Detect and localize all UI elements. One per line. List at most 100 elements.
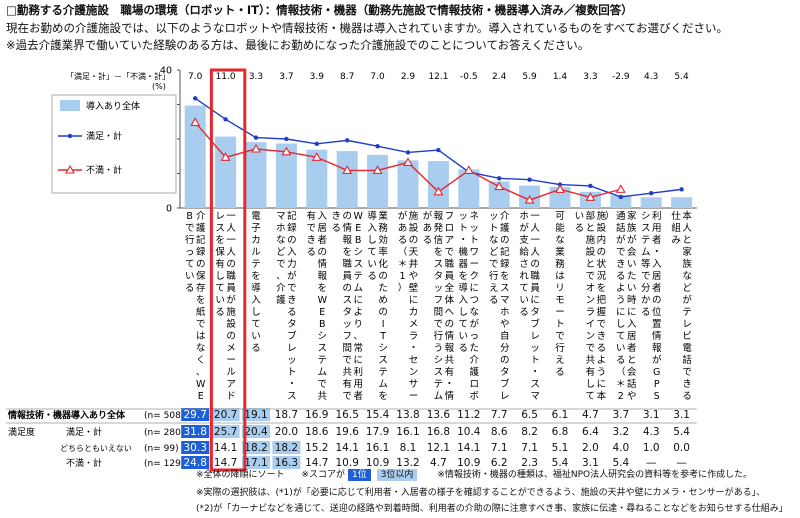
diff-value: 3.3 [583, 72, 597, 82]
diff-value: 8.7 [340, 72, 354, 82]
category-label: 本人と家族などがテレビ電話できる [682, 210, 692, 402]
diff-value: 7.0 [370, 72, 385, 82]
table-row-label: 不満・計 [66, 457, 102, 469]
rank3-cell [211, 408, 240, 421]
table-cell: 16.3 [275, 457, 298, 469]
footnote-choice-1: ※実際の選択肢は、(*1)が「必要に応じて利用者・入居者の様子を確認することがで… [196, 488, 766, 498]
category-label: 業務効率化のための I T システムを [378, 210, 388, 402]
dissatisfied-point [372, 165, 383, 174]
legend-box [51, 94, 177, 194]
table-row-label: 満足・計 [66, 426, 102, 438]
bar [610, 195, 632, 208]
bar [245, 142, 267, 208]
diff-value: 11.0 [216, 72, 236, 82]
category-label: 報発信をスタッフ間で行うシステム [434, 211, 444, 402]
diff-value: 3.9 [310, 72, 325, 82]
table-cell: 19.1 [244, 409, 267, 421]
category-label: がある [423, 210, 433, 246]
category-label: 一人一人の職員にタブレット・スマ [530, 211, 540, 402]
table-cell: 18.6 [305, 426, 329, 438]
category-label: ット・機器を導入している [459, 211, 469, 354]
satisfied-point [284, 136, 289, 142]
table-cell: 14.1 [457, 442, 480, 454]
table-cell: 25.7 [214, 426, 237, 438]
legend-label-bar: 導入あり全体 [86, 100, 140, 112]
rank3-cell [272, 441, 301, 454]
category-label: 記録の入力ができるタブレット・ス [287, 210, 297, 402]
table-cell: 3.1 [673, 409, 690, 421]
rank1-cell [181, 441, 210, 454]
satisfied-point [193, 96, 198, 101]
table-row-label: どちらともいえない [60, 444, 132, 453]
table-cell: 6.4 [582, 426, 599, 438]
bar [184, 105, 206, 208]
diff-value: 2.9 [401, 72, 416, 82]
satisfied-point [405, 150, 411, 155]
table-cell: 13.8 [396, 409, 419, 421]
dissatisfied-point [220, 152, 231, 161]
table-cell: — [676, 457, 687, 469]
category-label: ホが支給されている [519, 211, 529, 318]
dissatisfied-point [463, 165, 474, 174]
category-label: 電子カルテを導入している [251, 211, 261, 354]
table-cell: 24.8 [184, 457, 207, 469]
table-cell: 1.0 [643, 442, 660, 454]
bar [367, 154, 389, 208]
satisfied-point [375, 144, 380, 149]
table-cell: 10.9 [457, 457, 480, 469]
footnote-score-text: ※スコアが [301, 470, 345, 480]
diff-value: 1.4 [553, 72, 568, 82]
table-row-n: (n= 129) [144, 459, 184, 469]
satisfied-point [345, 138, 350, 143]
table-cell: 4.7 [582, 409, 599, 421]
bar [397, 160, 419, 208]
satisfied-point [223, 117, 228, 122]
satisfied-point [527, 177, 532, 182]
category-label: B で行っている [185, 211, 195, 294]
category-label: 部と施設とでオンラインで共有して [586, 210, 596, 402]
table-cell: 14.1 [214, 442, 237, 454]
rank3-cell [242, 425, 270, 438]
table-cell: 8.6 [491, 426, 508, 438]
category-label: レスを保有している [215, 211, 225, 318]
table-cell: 16.1 [366, 442, 389, 454]
bar [488, 181, 510, 208]
diff-value: -0.5 [460, 72, 478, 82]
table-cell: 2.0 [582, 442, 599, 454]
diff-value: 5.4 [674, 72, 689, 82]
table-row-label: 情報技術・機器導入あり全体 [7, 409, 126, 421]
rank1-cell [181, 408, 210, 421]
table-row-n: (n= 99) [144, 444, 179, 454]
category-label: 家族が会いたい時に入居者と会話や [627, 210, 637, 402]
bar [215, 136, 237, 208]
bar [458, 169, 480, 208]
table-cell: 18.7 [275, 409, 298, 421]
bar [336, 151, 358, 208]
table-cell: 4.7 [430, 457, 447, 469]
category-label: がある（＊ 1） [398, 210, 408, 294]
category-label: システム等で分かる [641, 211, 651, 318]
rank3-cell [242, 456, 270, 469]
legend-swatch-bar [60, 100, 80, 111]
page-title: □勤務する介護施設 職場の環境（ロボット・IT）：情報技術・機器（勤務先施設で情… [6, 3, 633, 17]
category-label: 入居者の情報を W E B システムで共 [318, 211, 328, 402]
table-cell: 31.8 [184, 426, 207, 438]
table-cell: 2.3 [521, 457, 538, 469]
footnote-choice-2: (*2)が「カーナビなどを通じて、送迎の経路や到着時間、利用者の介助の際に注意す… [196, 504, 788, 514]
table-cell: 0.0 [673, 442, 690, 454]
table-cell: 5.1 [552, 442, 569, 454]
diff-value: 12.1 [428, 72, 448, 82]
y-tick-label: 0 [166, 204, 172, 215]
table-cell: 29.7 [184, 409, 207, 421]
table-cell: 10.9 [366, 457, 389, 469]
category-label: 施設の天井や壁にカメラ・センサー [409, 210, 419, 402]
table-cell: 6.1 [552, 409, 569, 421]
category-label: フロアで職員全体への情報共有・情 [445, 211, 455, 402]
category-label: の情報を職員のスタッフ間で共有で [342, 211, 352, 402]
category-label: 導入している [367, 210, 377, 282]
table-cell: 12.1 [427, 442, 450, 454]
satisfied-point [497, 176, 502, 181]
table-cell: 8.1 [400, 442, 417, 454]
question-note: ※過去介護業界で働いていた経験のある方は、最後にお勤めになった介護施設でのことに… [6, 38, 590, 52]
